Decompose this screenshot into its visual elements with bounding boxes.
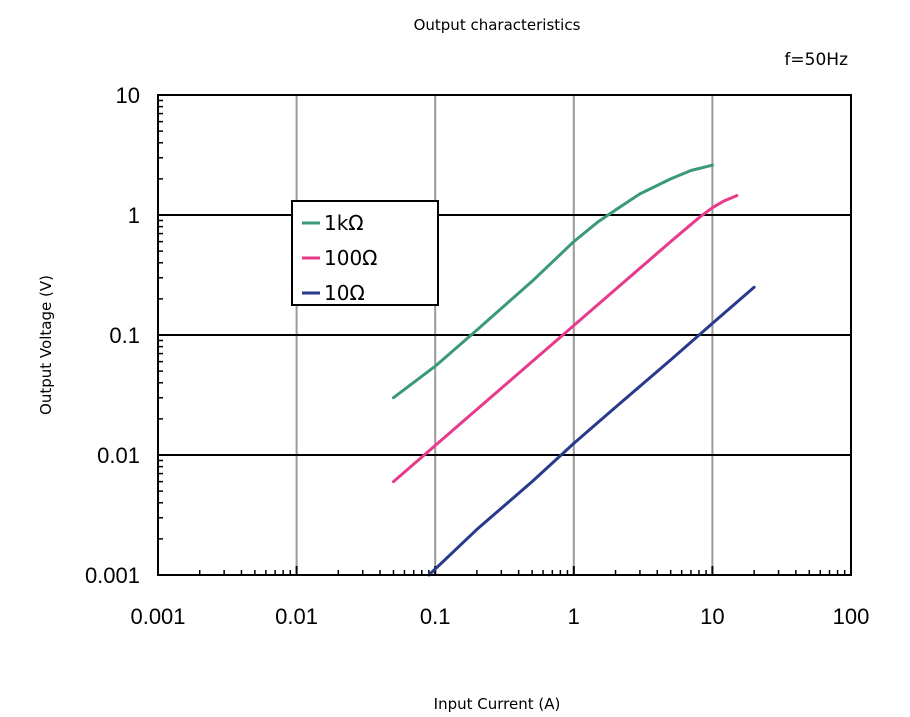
y-axis-label: Output Voltage (V): [37, 275, 55, 415]
legend-label: 1kΩ: [324, 211, 364, 235]
x-tick-label: 0.001: [130, 604, 185, 629]
x-tick-label: 10: [700, 604, 724, 629]
series-lines: [392, 163, 756, 577]
y-tick-label: 1: [128, 203, 140, 228]
plot-frame: [157, 94, 852, 576]
chart-title: Output characteristics: [414, 16, 581, 34]
x-tick-label: 1: [568, 604, 580, 629]
horizontal-gridlines: [158, 214, 851, 456]
x-tick-labels: 0.001 0.01 0.1 1 10 100: [130, 604, 869, 629]
y-tick-label: 10: [116, 83, 140, 108]
frequency-annotation: f=50Hz: [784, 50, 848, 70]
series-line-3: [427, 285, 756, 577]
y-tick-labels: 10 1 0.1 0.01 0.001: [85, 83, 140, 588]
y-tick-label: 0.001: [85, 563, 140, 588]
x-axis-label: Input Current (A): [434, 695, 561, 713]
y-tick-label: 0.1: [109, 323, 140, 348]
minor-ticks: [157, 99, 846, 575]
legend-label: 10Ω: [324, 281, 365, 305]
series-line-1: [392, 163, 714, 400]
x-tick-label: 0.01: [275, 604, 318, 629]
legend-box: [291, 200, 439, 306]
x-tick-label: 100: [833, 604, 870, 629]
y-tick-label: 0.01: [97, 443, 140, 468]
series-line-2: [392, 194, 739, 484]
x-tick-label: 0.1: [420, 604, 451, 629]
legend: 1kΩ 100Ω 10Ω: [291, 200, 439, 306]
legend-label: 100Ω: [324, 246, 377, 270]
